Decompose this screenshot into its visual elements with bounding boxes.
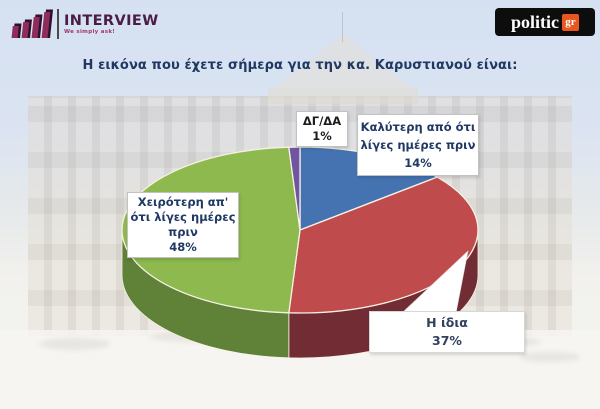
interview-bars-icon xyxy=(11,9,54,38)
interview-logo: INTERVIEW We simply ask! xyxy=(8,5,159,43)
label-value: 37% xyxy=(432,333,462,348)
label-line: Η ίδια xyxy=(426,315,468,330)
parliament-pediment-background xyxy=(272,34,414,90)
label-line: πριν xyxy=(168,225,198,239)
chart-title: Η εικόνα που έχετε σήμερα για την κα. Κα… xyxy=(82,58,518,73)
interview-logo-tagline: We simply ask! xyxy=(64,28,116,35)
background-smudge xyxy=(40,338,110,350)
logo-separator xyxy=(57,9,59,39)
flagpole-background xyxy=(342,12,343,42)
parliament-attic-background xyxy=(268,88,418,104)
label-value: 14% xyxy=(404,156,432,170)
label-line: Καλύτερη από ότι xyxy=(360,120,476,134)
label-line: ΔΓ/ΔΑ xyxy=(302,114,342,128)
label-line: ότι λίγες ημέρες xyxy=(130,210,236,224)
politic-gr-badge: gr xyxy=(562,13,579,31)
background-smudge xyxy=(520,352,580,362)
label-line: λίγες ημέρες πριν xyxy=(360,138,476,152)
label-box-xeiroteri: Χειρότερη απ' ότι λίγες ημέρες πριν 48% xyxy=(127,192,239,258)
label-box-idia: Η ίδια 37% xyxy=(369,311,525,353)
label-box-dgda: ΔΓ/ΔΑ 1% xyxy=(296,111,348,147)
politic-logo: politic gr xyxy=(495,8,595,36)
label-line: Χειρότερη απ' xyxy=(137,195,229,209)
label-value: 48% xyxy=(169,240,197,254)
politic-logo-text: politic xyxy=(511,12,559,32)
interview-logo-text: INTERVIEW xyxy=(64,12,159,29)
label-box-kalyteri: Καλύτερη από ότι λίγες ημέρες πριν 14% xyxy=(357,114,479,176)
pie-slice-top xyxy=(288,146,301,231)
label-value: 1% xyxy=(312,129,332,143)
